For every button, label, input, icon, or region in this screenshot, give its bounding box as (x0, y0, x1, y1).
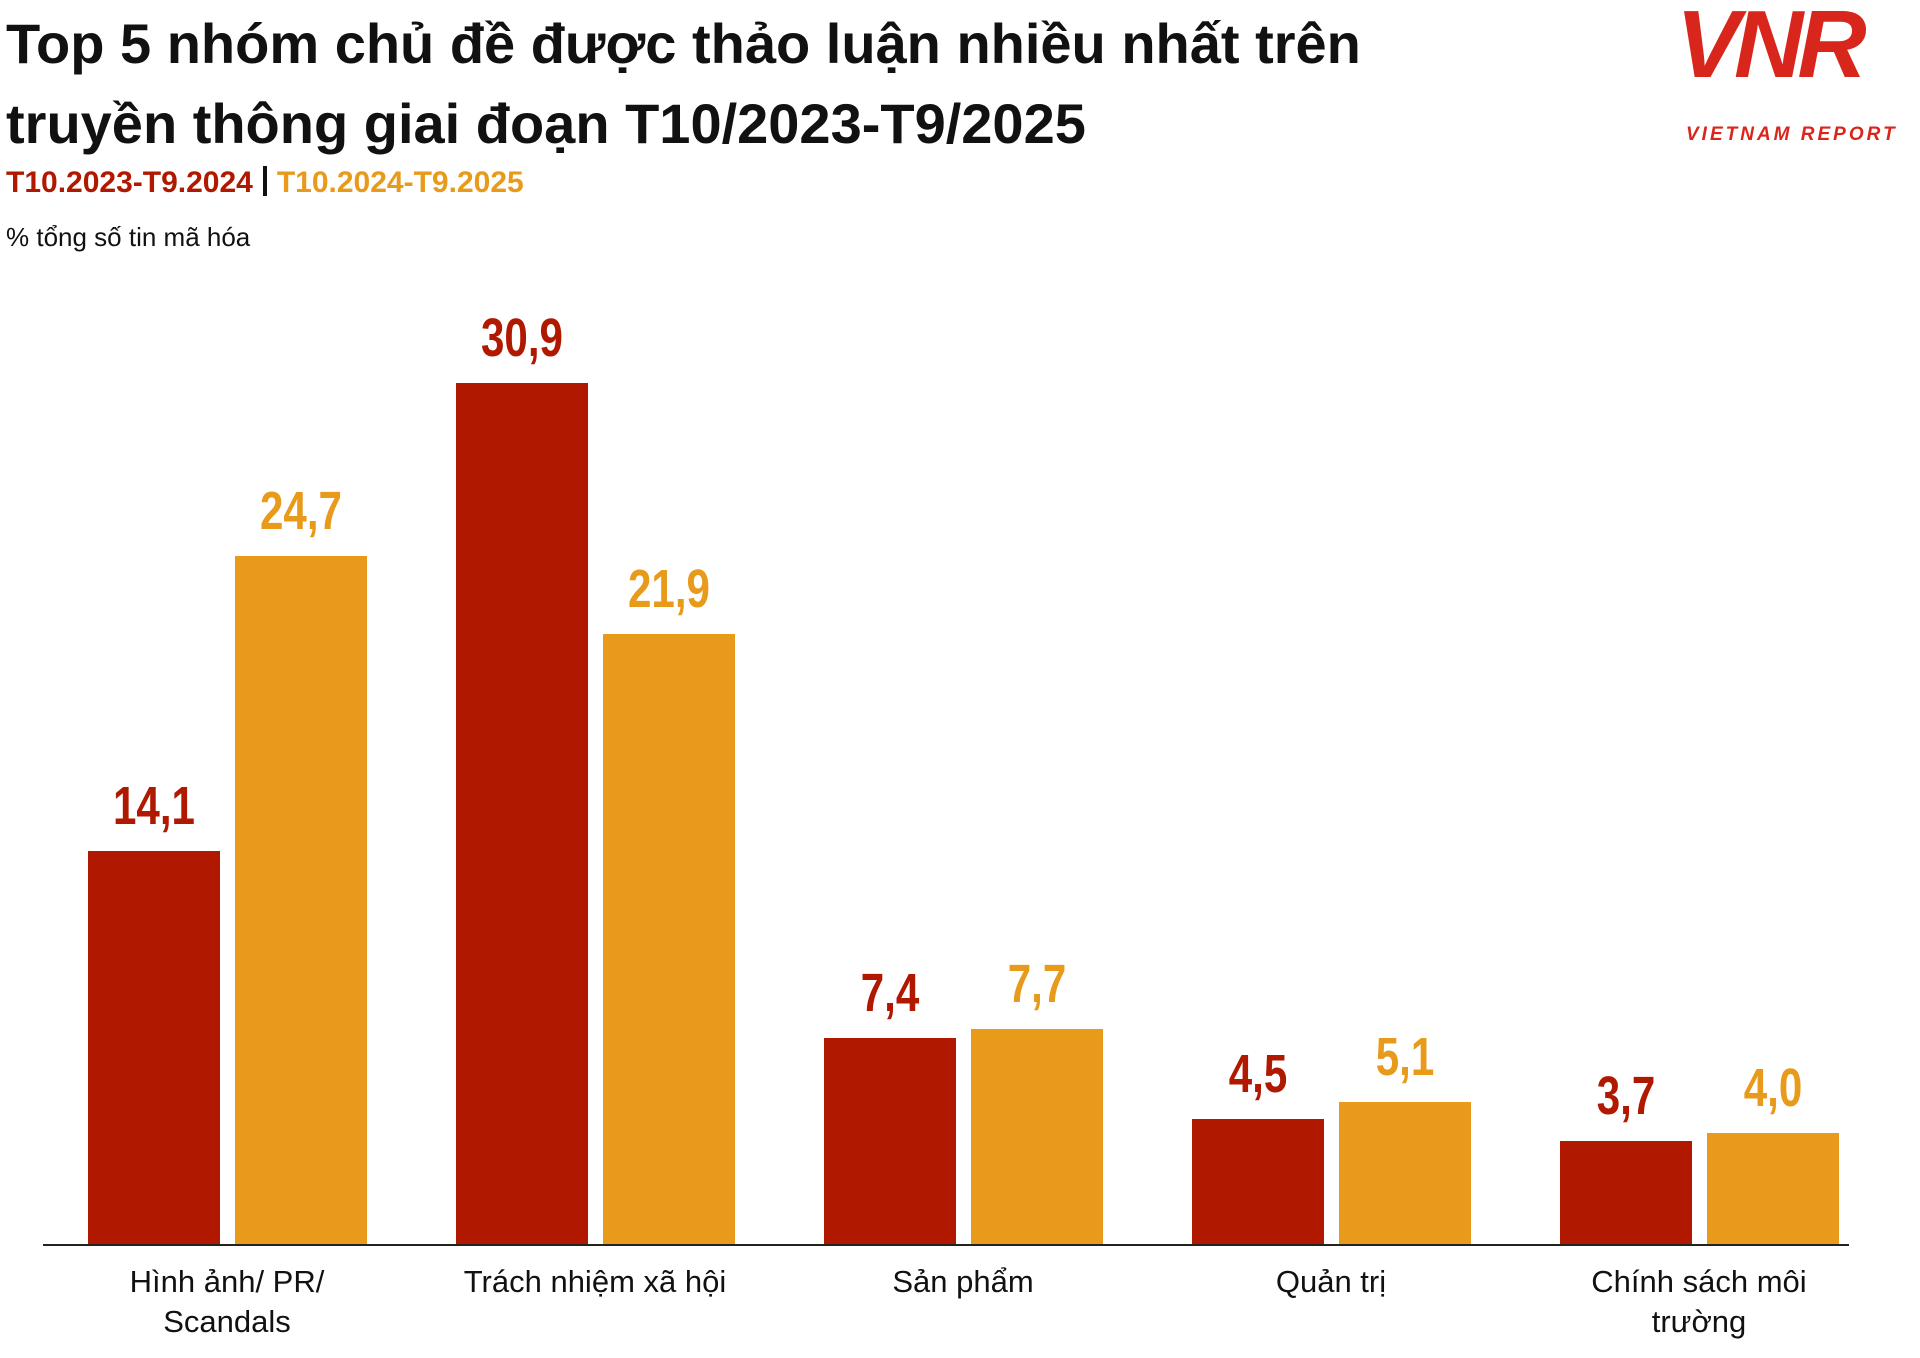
bar (234, 555, 367, 1244)
logo-text: VNR (1676, 0, 1867, 98)
data-label: 5,1 (1375, 1026, 1434, 1087)
data-label: 21,9 (627, 558, 710, 619)
data-label: 4,5 (1228, 1043, 1287, 1104)
bar (1559, 1140, 1692, 1244)
legend-separator (262, 166, 267, 196)
data-label: 7,4 (860, 962, 919, 1023)
bar (1338, 1101, 1471, 1244)
chart-title: Top 5 nhóm chủ đề được thảo luận nhiều n… (6, 12, 1361, 155)
bar (970, 1029, 1103, 1244)
x-tick-label: Hình ảnh/ PR/ Scandals (129, 1264, 325, 1339)
legend: T10.2023-T9.2024 T10.2024-T9.2025 (6, 166, 524, 200)
bar (455, 383, 588, 1244)
x-axis (43, 1244, 1849, 1246)
bar (1706, 1132, 1839, 1244)
legend-entry: T10.2024-T9.2025 (276, 166, 524, 199)
data-label: 24,7 (259, 480, 342, 541)
logo: VNR VIETNAM REPORT (1656, 0, 1916, 150)
bar (87, 851, 220, 1244)
data-label: 7,7 (1007, 954, 1066, 1015)
x-tick-label: Sản phẩm (892, 1264, 1034, 1299)
bar (1191, 1118, 1324, 1244)
data-label: 3,7 (1596, 1065, 1655, 1126)
legend-entry: T10.2023-T9.2024 (6, 166, 253, 199)
logo-tagline: VIETNAM REPORT (1686, 124, 1898, 145)
bar (602, 633, 735, 1244)
data-label: 30,9 (480, 308, 563, 368)
x-tick-label: Trách nhiệm xã hội (463, 1264, 727, 1299)
x-tick-label: Quản trị (1275, 1264, 1387, 1299)
bar (823, 1037, 956, 1244)
data-label: 14,1 (112, 776, 195, 837)
data-label: 4,0 (1743, 1057, 1802, 1118)
x-tick-label: Chính sách môi trường (1591, 1264, 1807, 1339)
y-axis-label: % tổng số tin mã hóa (6, 222, 251, 252)
